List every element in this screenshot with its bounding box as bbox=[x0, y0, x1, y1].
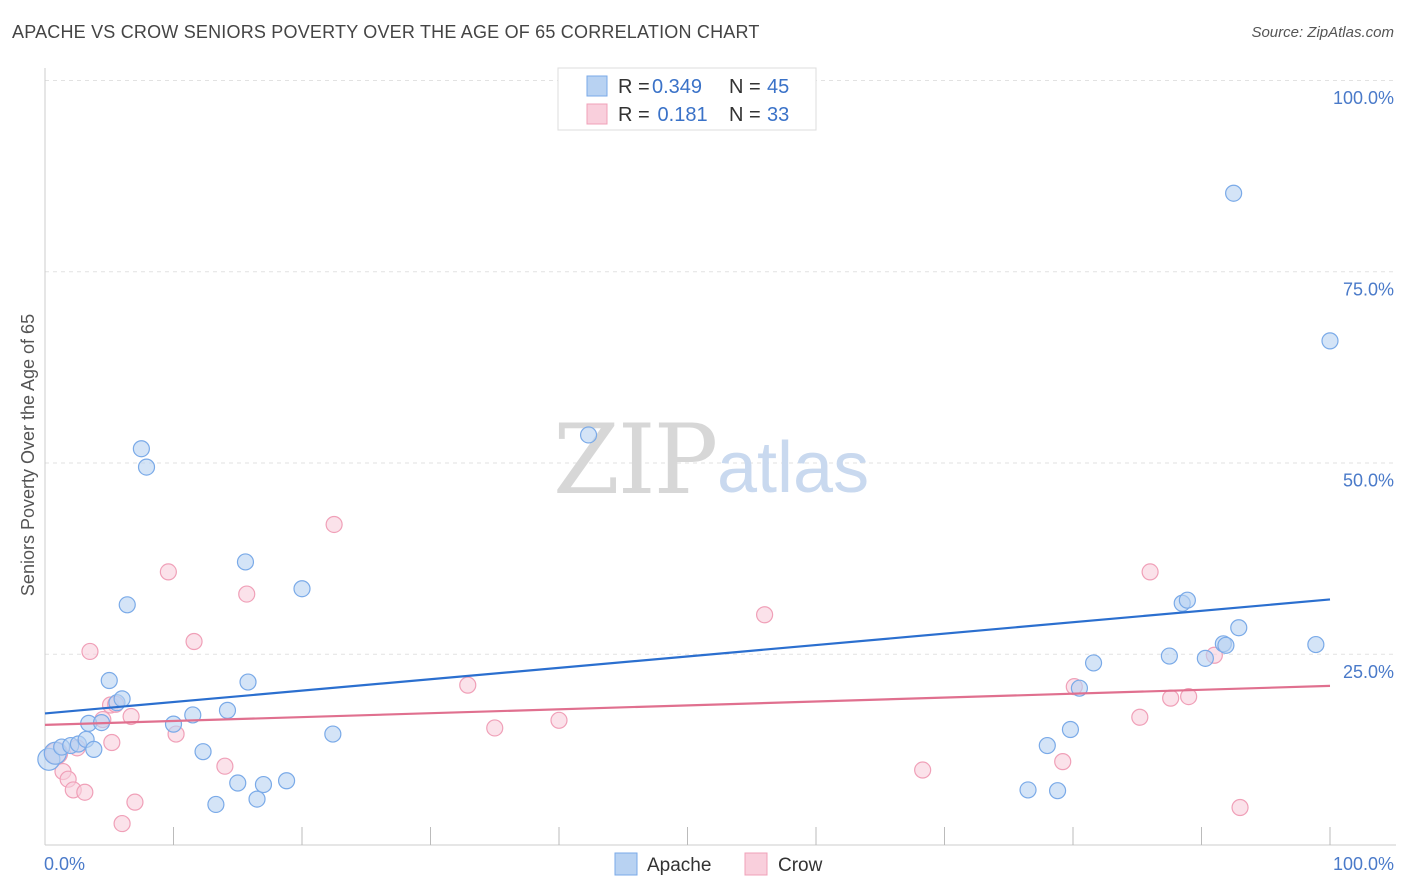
stats-legend: R = 0.349 N = 45 R = 0.181 N = 33 bbox=[557, 67, 817, 131]
apache-point bbox=[248, 790, 266, 808]
crow-r-value: 0.181 bbox=[652, 104, 708, 126]
crow-point bbox=[81, 642, 99, 661]
crow-point bbox=[755, 606, 774, 624]
apache-point bbox=[293, 580, 311, 598]
crow-point bbox=[103, 733, 121, 752]
crow-point bbox=[216, 757, 234, 775]
apache-point bbox=[194, 743, 212, 761]
crow-point bbox=[550, 711, 568, 729]
apache-point bbox=[1225, 184, 1243, 202]
apache-point bbox=[1178, 591, 1196, 609]
crow-point bbox=[486, 719, 504, 737]
axes bbox=[44, 68, 1396, 846]
crow-point bbox=[459, 676, 477, 694]
apache-point bbox=[1084, 654, 1103, 672]
y-tick-label: 100.0% bbox=[1333, 88, 1394, 108]
y-tick-label: 25.0% bbox=[1343, 662, 1394, 682]
trend-lines bbox=[44, 598, 1331, 726]
crow-point bbox=[126, 793, 144, 811]
legend-apache-label: Apache bbox=[647, 855, 711, 876]
apache-point bbox=[132, 440, 150, 458]
crow-point bbox=[76, 783, 94, 801]
crow-point bbox=[325, 515, 343, 534]
apache-point bbox=[164, 715, 183, 733]
crow-point bbox=[159, 563, 177, 581]
apache-point bbox=[324, 725, 342, 743]
apache-point bbox=[1321, 332, 1339, 350]
apache-point bbox=[1217, 636, 1235, 654]
apache-trend-line bbox=[44, 598, 1331, 715]
apache-point bbox=[1196, 649, 1214, 667]
apache-point bbox=[1160, 647, 1178, 665]
crow-point bbox=[1054, 753, 1072, 771]
apache-point bbox=[1048, 782, 1067, 800]
crow-trend-line bbox=[44, 684, 1331, 726]
apache-r-value: 0.349 bbox=[652, 76, 702, 98]
apache-swatch bbox=[586, 75, 608, 97]
crow-point bbox=[1141, 563, 1159, 581]
apache-point bbox=[207, 795, 225, 814]
apache-point bbox=[1061, 720, 1080, 739]
apache-point bbox=[218, 701, 237, 719]
apache-point bbox=[1038, 736, 1056, 755]
legend-crow-label: Crow bbox=[778, 855, 823, 876]
apache-point bbox=[118, 596, 136, 614]
apache-point bbox=[137, 458, 156, 476]
series-legend: Apache Crow bbox=[614, 852, 823, 876]
y-axis-label: Seniors Poverty Over the Age of 65 bbox=[18, 314, 38, 596]
crow-point bbox=[1131, 708, 1149, 726]
apache-point bbox=[229, 774, 247, 792]
crow-n-value: 33 bbox=[767, 104, 789, 126]
apache-point bbox=[1019, 781, 1037, 799]
chart-title: APACHE VS CROW SENIORS POVERTY OVER THE … bbox=[12, 22, 760, 42]
apache-point bbox=[100, 671, 118, 690]
apache-point bbox=[113, 690, 131, 708]
apache-point bbox=[184, 706, 202, 724]
apache-n-value: 45 bbox=[767, 76, 789, 98]
y-tick-labels: 100.0% 75.0% 50.0% 25.0% bbox=[1333, 88, 1394, 682]
crow-swatch bbox=[586, 103, 608, 125]
apache-points bbox=[37, 184, 1339, 814]
apache-point bbox=[85, 740, 103, 758]
crow-point bbox=[1231, 798, 1249, 817]
crow-point bbox=[1180, 687, 1198, 706]
apache-point bbox=[236, 553, 255, 571]
apache-point bbox=[1070, 679, 1089, 697]
watermark-atlas: atlas bbox=[717, 428, 869, 508]
y-tick-label: 50.0% bbox=[1343, 471, 1394, 491]
apache-point bbox=[579, 426, 598, 444]
apache-point bbox=[254, 775, 273, 794]
apache-point bbox=[1230, 619, 1248, 637]
legend-apache-swatch bbox=[614, 852, 638, 876]
crow-n-label: N = bbox=[729, 104, 761, 126]
x-tick-label-min: 0.0% bbox=[44, 854, 85, 874]
crow-r-label: R = bbox=[618, 104, 650, 126]
crow-point bbox=[122, 707, 140, 726]
apache-point bbox=[1307, 635, 1325, 654]
watermark-zip: ZIP bbox=[553, 404, 716, 516]
x-tick-label-max: 100.0% bbox=[1333, 854, 1394, 874]
crow-point bbox=[1162, 689, 1180, 707]
crow-points bbox=[44, 515, 1249, 833]
apache-r-label: R = bbox=[618, 76, 650, 98]
legend-crow-swatch bbox=[744, 852, 768, 876]
crow-point bbox=[185, 632, 203, 651]
crow-point bbox=[113, 814, 131, 833]
apache-point bbox=[277, 772, 296, 790]
apache-point bbox=[239, 673, 257, 691]
source-label: Source: ZipAtlas.com bbox=[1251, 24, 1394, 41]
y-tick-label: 75.0% bbox=[1343, 279, 1394, 299]
crow-point bbox=[914, 761, 932, 779]
apache-n-label: N = bbox=[729, 76, 761, 98]
crow-point bbox=[238, 585, 256, 603]
